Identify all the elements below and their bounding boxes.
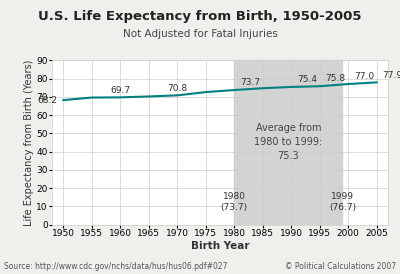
Text: © Political Calculations 2007: © Political Calculations 2007 [285, 262, 396, 271]
Text: Not Adjusted for Fatal Injuries: Not Adjusted for Fatal Injuries [122, 29, 278, 39]
Text: 77.0: 77.0 [354, 72, 374, 81]
Text: Average from
1980 to 1999:
75.3: Average from 1980 to 1999: 75.3 [254, 124, 322, 161]
Text: 70.8: 70.8 [167, 84, 187, 93]
Y-axis label: Life Expectancy from Birth (Years): Life Expectancy from Birth (Years) [24, 59, 34, 226]
Text: 1980
(73.7): 1980 (73.7) [221, 193, 248, 212]
Text: 1999
(76.7): 1999 (76.7) [329, 193, 356, 212]
X-axis label: Birth Year: Birth Year [191, 241, 249, 251]
Text: Source: http://www.cdc.gov/nchs/data/hus/hus06.pdf#027: Source: http://www.cdc.gov/nchs/data/hus… [4, 262, 228, 271]
Text: U.S. Life Expectancy from Birth, 1950-2005: U.S. Life Expectancy from Birth, 1950-20… [38, 10, 362, 22]
Text: 73.7: 73.7 [240, 78, 260, 87]
Text: 75.8: 75.8 [325, 75, 346, 84]
Text: 77.9: 77.9 [382, 71, 400, 80]
Text: 68.2: 68.2 [38, 96, 58, 105]
Bar [234, 60, 342, 225]
Text: 69.7: 69.7 [110, 85, 130, 95]
Text: 75.4: 75.4 [297, 75, 317, 84]
